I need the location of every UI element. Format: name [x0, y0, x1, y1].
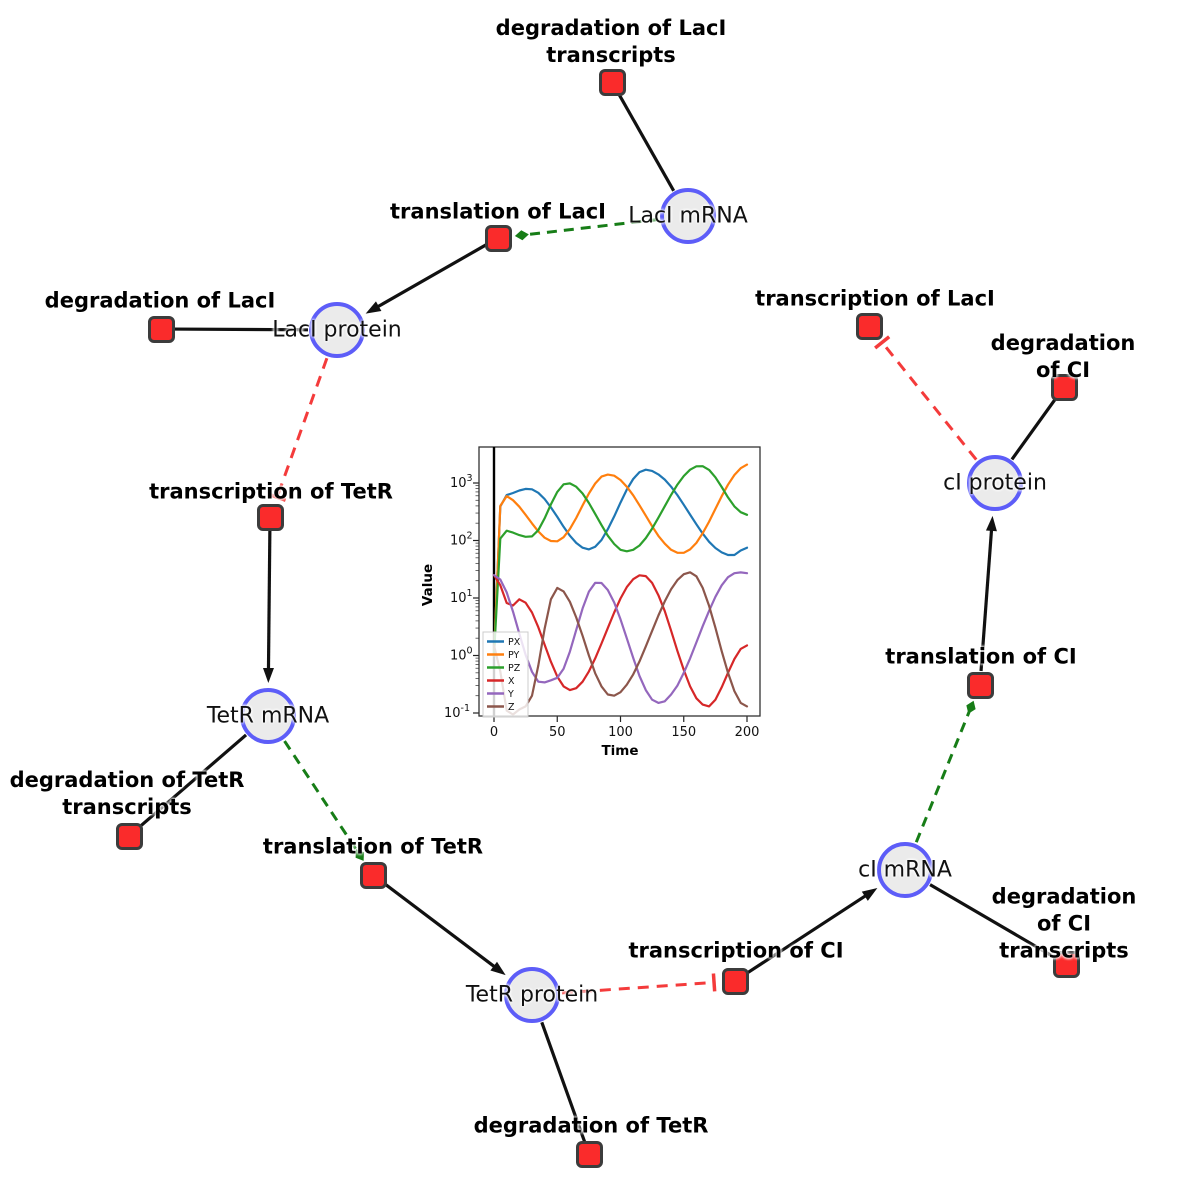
species-node-ci_mrna[interactable] [877, 842, 933, 898]
svg-text:101: 101 [450, 588, 473, 606]
reaction-node-deg_ci_tx[interactable] [1052, 950, 1080, 978]
svg-text:102: 102 [450, 531, 473, 549]
legend-item-PY: PY [508, 650, 520, 661]
simulation-plot: 0 50 100 150 200 103 102 101 100 10-1 PX PY PZ X Y Z Tim… [410, 425, 780, 770]
edge-transl_laci-laci_protein [365, 243, 487, 314]
curves [492, 463, 749, 716]
svg-text:0: 0 [490, 725, 498, 740]
edge-ci_protein-txn_laci [874, 335, 978, 461]
reaction-label-deg_tetr: degradation of TetR [473, 1113, 709, 1138]
reaction-label-deg_ci: degradation of CI [990, 331, 1136, 382]
curve-PZ [492, 465, 749, 657]
edge-transl_ci-ci_protein [979, 515, 997, 672]
reaction-node-deg_tetr_tx[interactable] [115, 822, 143, 850]
legend-item-X: X [508, 676, 515, 687]
curve-PY [492, 463, 749, 657]
reaction-label-txn_ci: transcription of CI [628, 938, 844, 963]
reaction-node-deg_tetr[interactable] [575, 1140, 603, 1168]
svg-text:200: 200 [735, 725, 760, 740]
reaction-node-transl_ci[interactable] [966, 671, 994, 699]
legend-item-Z: Z [508, 702, 515, 713]
edge-transl_tetr-tetr_protein [383, 882, 506, 976]
simulation-plot-svg: 0 50 100 150 200 103 102 101 100 10-1 PX PY PZ XYZ Tim… [420, 446, 761, 759]
species-label-tetr_mrna: TetR mRNA [206, 703, 330, 729]
reaction-label-deg_tetr_tx: degradation of TetR transcripts [9, 768, 245, 819]
edge-ci_protein-deg_ci [1010, 394, 1059, 461]
reaction-node-txn_tetr[interactable] [256, 503, 284, 531]
curve-Y [492, 571, 749, 704]
reaction-label-transl_ci: translation of CI [885, 644, 1077, 669]
plot-legend: PX PY PZ XYZ [482, 631, 529, 718]
edge-laci_mrna-transl_laci [514, 217, 659, 241]
edge-laci_protein-deg_laci [171, 327, 309, 332]
edge-tetr_protein-deg_tetr [540, 1021, 587, 1145]
edge-txn_tetr-tetr_mrna [262, 530, 274, 684]
reaction-node-deg_laci[interactable] [147, 315, 175, 343]
curve-X [492, 574, 749, 708]
edge-tetr_mrna-transl_tetr [283, 740, 364, 861]
curve-PX [492, 468, 749, 657]
edge-laci_protein-txn_tetr [268, 357, 329, 502]
edge-tetr_mrna-deg_tetr_tx [136, 733, 248, 831]
reaction-label-transl_laci: translation of LacI [390, 199, 606, 224]
svg-text:10-1: 10-1 [444, 703, 470, 721]
reaction-label-txn_tetr: transcription of TetR [149, 479, 393, 504]
edge-txn_ci-ci_mrna [745, 888, 878, 975]
species-node-laci_protein[interactable] [309, 302, 365, 358]
reaction-node-deg_laci_tx[interactable] [598, 68, 626, 96]
species-label-laci_protein: LacI protein [272, 317, 402, 343]
reaction-label-txn_laci: transcription of LacI [755, 286, 995, 311]
species-node-tetr_mrna[interactable] [240, 688, 296, 744]
species-node-tetr_protein[interactable] [504, 967, 560, 1023]
plot-frame [478, 446, 761, 717]
species-node-ci_protein[interactable] [967, 455, 1023, 511]
species-node-laci_mrna[interactable] [660, 188, 716, 244]
svg-text:100: 100 [450, 646, 473, 664]
curve-Z [492, 571, 749, 716]
x-axis-label: Time [601, 743, 638, 759]
reaction-label-transl_tetr: translation of TetR [262, 834, 484, 859]
svg-text:150: 150 [671, 725, 696, 740]
reaction-node-txn_ci[interactable] [721, 967, 749, 995]
edge-ci_mrna-deg_ci_tx [929, 883, 1058, 960]
legend-item-Y: Y [507, 689, 514, 700]
svg-text:50: 50 [549, 725, 566, 740]
reaction-node-transl_tetr[interactable] [359, 861, 387, 889]
species-label-ci_mrna: cI mRNA [858, 857, 952, 883]
reaction-node-deg_ci[interactable] [1050, 373, 1078, 401]
reaction-label-deg_laci: degradation of LacI [44, 288, 276, 313]
species-label-tetr_protein: TetR protein [465, 982, 599, 1008]
species-label-laci_mrna: LacI mRNA [628, 203, 748, 229]
reaction-node-txn_laci[interactable] [855, 312, 883, 340]
species-label-ci_protein: cI protein [943, 470, 1047, 496]
legend-item-PZ: PZ [508, 663, 521, 674]
legend-item-PX: PX [508, 637, 521, 648]
reaction-label-deg_laci_tx: degradation of LacI transcripts [495, 16, 727, 67]
svg-text:100: 100 [608, 725, 633, 740]
svg-text:103: 103 [450, 473, 473, 491]
edge-tetr_protein-txn_ci [561, 973, 717, 995]
reaction-label-deg_ci_tx: degradation of CI transcripts [991, 884, 1137, 963]
edge-laci_mrna-deg_laci_tx [616, 90, 676, 192]
edge-ci_mrna-transl_ci [914, 700, 976, 843]
reaction-node-transl_laci[interactable] [484, 224, 512, 252]
y-axis-label: Value [420, 564, 436, 606]
